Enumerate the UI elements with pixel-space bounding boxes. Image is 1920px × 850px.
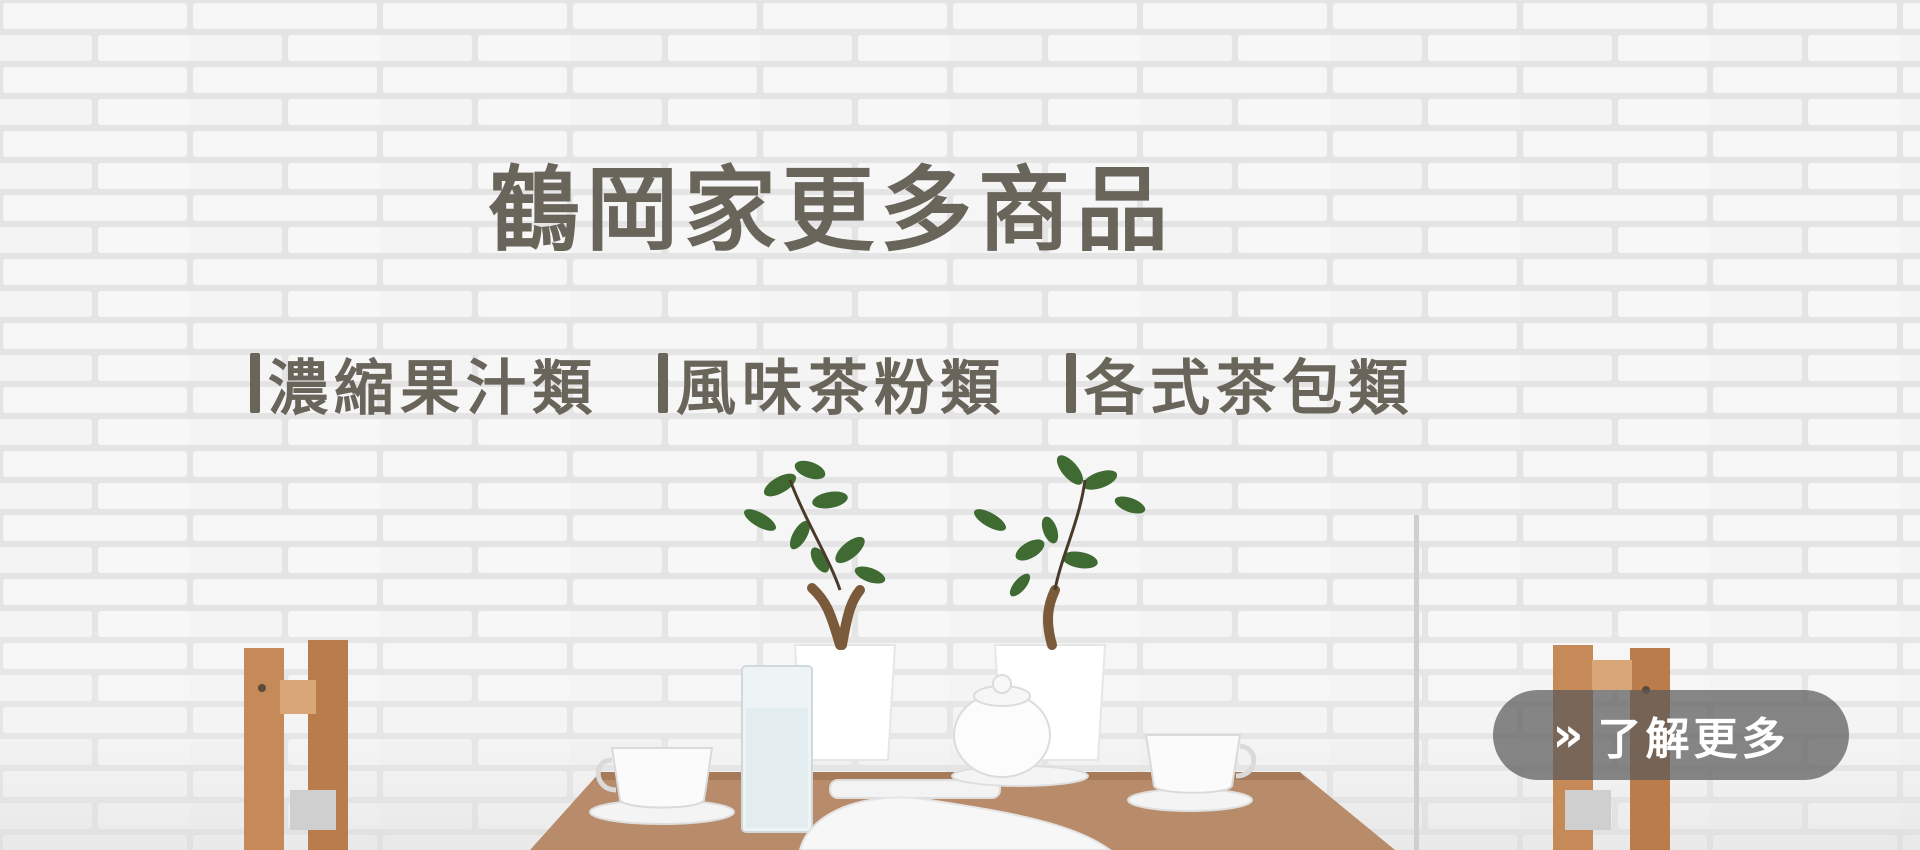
category-item-juice[interactable]: 濃縮果汁類 xyxy=(250,340,598,427)
category-label: 濃縮果汁類 xyxy=(268,353,598,424)
water-glass-image xyxy=(741,665,813,833)
learn-more-button[interactable]: » 了解更多 xyxy=(1493,690,1849,780)
category-list: 濃縮果汁類 風味茶粉類 各式茶包類 xyxy=(250,338,1414,428)
category-bar-icon xyxy=(1066,353,1076,413)
category-label: 風味茶粉類 xyxy=(676,353,1006,424)
category-label: 各式茶包類 xyxy=(1084,353,1414,424)
left-chair-image xyxy=(244,640,348,850)
tea-set-image xyxy=(589,674,1257,850)
category-bar-icon xyxy=(250,353,260,413)
double-chevron-right-icon: » xyxy=(1552,707,1588,763)
category-item-tea-powder[interactable]: 風味茶粉類 xyxy=(658,340,1006,427)
category-item-tea-bag[interactable]: 各式茶包類 xyxy=(1066,340,1414,427)
category-bar-icon xyxy=(658,353,668,413)
plant-left-image xyxy=(744,460,897,761)
learn-more-label: 了解更多 xyxy=(1597,714,1790,765)
headline-title: 鶴岡家更多商品 xyxy=(488,156,1175,264)
